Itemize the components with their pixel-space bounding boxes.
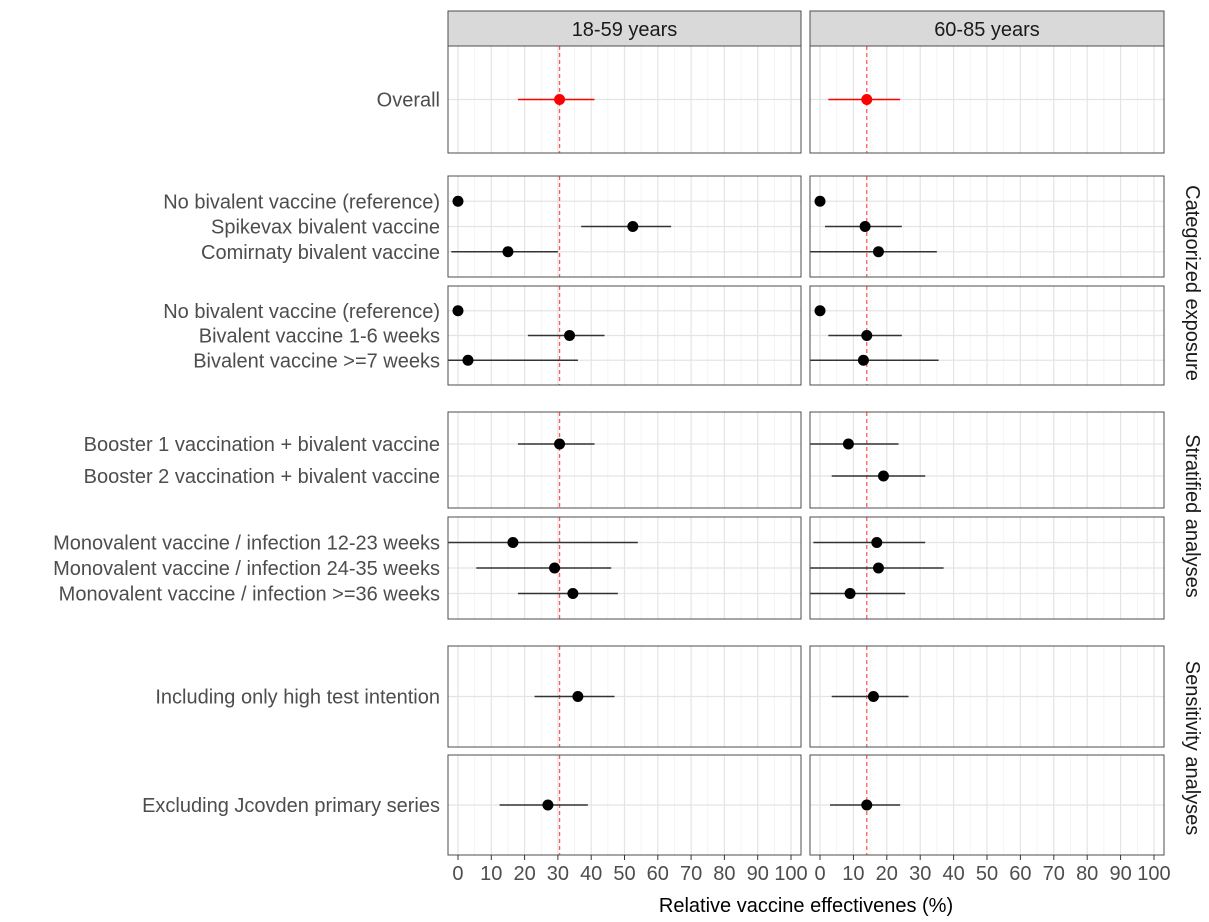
panel-frame bbox=[809, 516, 1165, 620]
point-estimate bbox=[871, 537, 883, 548]
point-estimate bbox=[861, 94, 873, 105]
row-label: Overall bbox=[377, 90, 440, 112]
point-estimate bbox=[877, 470, 889, 482]
point-estimate bbox=[872, 562, 884, 574]
point-estimate bbox=[507, 537, 519, 548]
x-tick-label: 70 bbox=[1043, 863, 1065, 885]
x-tick-label: 50 bbox=[613, 863, 635, 885]
point-estimate bbox=[572, 691, 584, 702]
panel-frame bbox=[447, 516, 802, 620]
point-estimate bbox=[462, 354, 474, 366]
panel-frame bbox=[447, 175, 802, 278]
point-estimate bbox=[554, 438, 566, 450]
row-label: Monovalent vaccine / infection 12-23 wee… bbox=[53, 533, 440, 555]
x-tick-label: 60 bbox=[647, 863, 669, 885]
row-label: Bivalent vaccine 1-6 weeks bbox=[199, 326, 440, 348]
panel-frame bbox=[447, 45, 802, 154]
point-estimate bbox=[627, 221, 639, 232]
x-tick-label: 100 bbox=[774, 863, 807, 885]
x-axis-title: Relative vaccine effectivenes (%) bbox=[659, 895, 953, 917]
x-tick-label: 10 bbox=[842, 863, 864, 885]
x-tick-label: 100 bbox=[1137, 863, 1170, 885]
row-label: Including only high test intention bbox=[155, 687, 440, 709]
strip-bg-col-1 bbox=[447, 10, 802, 47]
row-label: Excluding Jcovden primary series bbox=[142, 795, 440, 817]
row-label: Comirnaty bivalent vaccine bbox=[201, 242, 440, 264]
point-estimate bbox=[842, 438, 854, 450]
panel-frame bbox=[809, 285, 1165, 386]
x-axis-ticks: 0 10 20 30 40 50 60 70 80 90 100 0 10 20 30 40 50 60 70 80 9… bbox=[452, 855, 1171, 885]
point-estimate bbox=[844, 588, 856, 599]
point-estimate bbox=[452, 195, 464, 207]
row-label: No bivalent vaccine (reference) bbox=[163, 301, 440, 323]
x-tick-label: 30 bbox=[909, 863, 931, 885]
panel-frames bbox=[447, 45, 1165, 856]
point-estimate bbox=[542, 799, 554, 811]
point-estimate bbox=[814, 305, 826, 317]
x-tick-label: 40 bbox=[942, 863, 964, 885]
point-estimate bbox=[567, 588, 579, 599]
row-label: Monovalent vaccine / infection >=36 week… bbox=[59, 584, 440, 606]
x-tick-label: 60 bbox=[1009, 863, 1031, 885]
point-estimate bbox=[554, 94, 566, 105]
point-estimate bbox=[861, 799, 873, 811]
grid-layer bbox=[448, 46, 1164, 855]
group-label-sensitivity: Sensitivity analyses bbox=[1181, 661, 1203, 836]
row-label: Booster 1 vaccination + bivalent vaccine bbox=[84, 434, 440, 456]
x-tick-label: 10 bbox=[480, 863, 502, 885]
x-tick-label: 50 bbox=[976, 863, 998, 885]
point-estimate bbox=[861, 330, 873, 341]
x-tick-label: 0 bbox=[814, 863, 825, 885]
group-label-stratified: Stratified analyses bbox=[1181, 434, 1203, 597]
panel-frame bbox=[809, 175, 1165, 278]
column-strips: 18-59 years 60-85 years bbox=[447, 10, 1165, 47]
panel-frame bbox=[447, 285, 802, 386]
panel-frame bbox=[447, 645, 802, 748]
row-group-labels: Categorized exposure Stratified analyses… bbox=[1181, 185, 1203, 835]
row-label: Bivalent vaccine >=7 weeks bbox=[193, 350, 440, 372]
point-estimate bbox=[814, 195, 826, 207]
reference-lines bbox=[558, 46, 868, 855]
x-tick-label: 90 bbox=[747, 863, 769, 885]
panel-frame bbox=[447, 411, 802, 509]
x-tick-label: 0 bbox=[452, 863, 463, 885]
point-estimate bbox=[452, 305, 464, 317]
row-label: No bivalent vaccine (reference) bbox=[163, 191, 440, 213]
group-label-categorized: Categorized exposure bbox=[1181, 185, 1203, 381]
row-label: Spikevax bivalent vaccine bbox=[211, 217, 440, 239]
point-estimate bbox=[867, 691, 879, 702]
x-tick-label: 30 bbox=[547, 863, 569, 885]
strip-bg-col-2 bbox=[809, 10, 1165, 47]
x-tick-label: 40 bbox=[580, 863, 602, 885]
x-tick-label: 80 bbox=[1076, 863, 1098, 885]
point-estimate bbox=[564, 330, 576, 341]
point-estimate bbox=[549, 562, 561, 574]
estimate-marks bbox=[448, 94, 944, 811]
point-estimate bbox=[859, 221, 871, 232]
column-header-1: 18-59 years bbox=[572, 19, 678, 41]
x-tick-label: 20 bbox=[513, 863, 535, 885]
x-tick-label: 80 bbox=[713, 863, 735, 885]
row-label: Booster 2 vaccination + bivalent vaccine bbox=[84, 466, 440, 488]
panel-frame bbox=[809, 411, 1165, 509]
x-tick-label: 20 bbox=[876, 863, 898, 885]
x-tick-label: 70 bbox=[680, 863, 702, 885]
row-labels: Overall No bivalent vaccine (reference) Sp… bbox=[53, 90, 440, 818]
point-estimate bbox=[872, 246, 884, 258]
row-label: Monovalent vaccine / infection 24-35 wee… bbox=[53, 558, 440, 580]
panel-frame bbox=[809, 45, 1165, 154]
point-estimate bbox=[857, 354, 869, 366]
panel-frame bbox=[809, 645, 1165, 748]
point-estimate bbox=[502, 246, 514, 258]
x-tick-label: 90 bbox=[1109, 863, 1131, 885]
column-header-2: 60-85 years bbox=[934, 19, 1040, 41]
